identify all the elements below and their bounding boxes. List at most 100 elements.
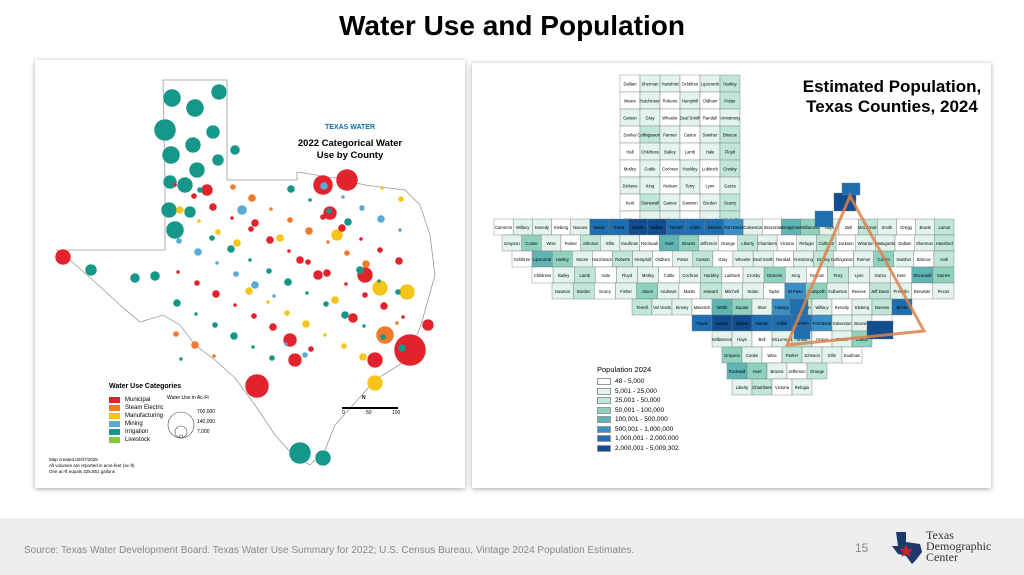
water-use-bubble <box>377 279 381 283</box>
water-use-bubble <box>287 185 295 193</box>
water-use-bubble <box>188 161 206 179</box>
water-use-bubble <box>248 258 252 262</box>
county-label: El Paso <box>788 289 803 294</box>
county-label: Collingsworth <box>831 257 857 262</box>
county-label: King <box>792 273 801 278</box>
county-label: Liberty <box>736 385 749 390</box>
map-note: All volumes are reported in acre-feet (a… <box>49 463 135 468</box>
county-label: Grayson <box>504 241 520 246</box>
water-use-bubble <box>251 313 257 319</box>
county-label: Kaufman <box>621 241 638 246</box>
water-use-bubble <box>287 217 293 223</box>
county-label: Fort Bend <box>724 225 743 230</box>
county-label: Yoakum <box>663 184 678 189</box>
county-label: Gregg <box>900 225 912 230</box>
size-legend-title: Water Use in Ac-Ft <box>167 395 209 401</box>
county-label: Victoria <box>775 385 790 390</box>
county-cell <box>806 362 828 380</box>
water-use-bubble <box>366 374 384 392</box>
county-label: Grayson <box>724 353 740 358</box>
county-label: Wise <box>767 353 777 358</box>
county-label: Fisher <box>620 289 632 294</box>
water-use-bubble <box>380 302 388 310</box>
legend-label: 1,000,001 - 2,000,000 <box>615 435 679 443</box>
county-label: Nueces <box>573 225 587 230</box>
water-use-bubble <box>149 270 161 282</box>
legend-swatch <box>109 413 120 419</box>
water-use-bubble <box>162 88 182 108</box>
county-label: Andrews <box>660 289 676 294</box>
county-label: Dawson <box>682 201 698 206</box>
county-label: Motley <box>642 273 655 278</box>
county-label: Bailey <box>664 150 676 155</box>
county-label: Bell <box>759 337 766 342</box>
county-label: Lamb <box>685 150 696 155</box>
legend-swatch <box>109 437 120 443</box>
population-legend-item: 2,000,001 - 5,009,302 <box>597 444 679 454</box>
county-label: Borden <box>703 201 717 206</box>
county-label: Bell <box>845 225 852 230</box>
population-legend-item: 48 - 5,000 <box>597 377 679 387</box>
legend-label: 5,001 - 25,000 <box>615 387 657 395</box>
legend-label: Manufacturing <box>125 413 164 419</box>
north-arrow: N <box>362 395 366 401</box>
population-legend-item: 1,000,001 - 2,000,000 <box>597 434 679 444</box>
water-use-bubble <box>275 233 285 243</box>
county-label: Smith <box>882 225 893 230</box>
water-use-bubble <box>344 250 350 256</box>
county-label: Lynn <box>855 273 865 278</box>
county-label: Mitchell <box>725 289 739 294</box>
water-use-bubble <box>162 174 178 190</box>
water-use-bubble <box>393 333 427 367</box>
map-note: One ac-ft equals 325,851 gallons <box>49 469 116 474</box>
county-label: Collin <box>690 225 701 230</box>
water-use-bubble <box>359 205 365 211</box>
scale-0: 0 <box>342 410 345 416</box>
county-label: Lamar <box>856 337 868 342</box>
county-cell <box>932 282 955 300</box>
legend-label: 500,001 - 1,000,000 <box>615 425 674 433</box>
county-label: Orange <box>810 369 825 374</box>
water-use-bubble <box>375 325 395 345</box>
county-label: Refugio <box>795 385 810 390</box>
org-line: Texas <box>926 528 954 542</box>
county-label: Hansford <box>936 241 954 246</box>
water-use-bubble <box>338 224 346 232</box>
county-label: Gaines <box>663 201 676 206</box>
county-label: Parmer <box>663 133 677 138</box>
county-label: Briscoe <box>917 257 932 262</box>
legend-item: Manufacturing <box>109 412 181 420</box>
water-use-bubble <box>398 283 416 301</box>
water-use-bubble <box>305 259 311 265</box>
county-label: Ochiltree <box>682 82 699 87</box>
county-label: Wharton <box>858 241 874 246</box>
legend-title: Water Use Categories <box>109 383 182 390</box>
water-use-bubble <box>233 303 237 307</box>
water-use-legend: Water Use Categories Municipal Steam Elec… <box>109 383 181 444</box>
county-label: Cochran <box>682 273 698 278</box>
water-use-bubble <box>191 193 197 199</box>
county-label: Chambers <box>752 385 771 390</box>
county-label: Hunt <box>665 241 675 246</box>
legend-item: Municipal <box>109 396 181 404</box>
county-label: Roberts <box>615 257 630 262</box>
county-label: Cottle <box>645 167 657 172</box>
county-label: Floyd <box>725 150 736 155</box>
population-legend-title: Population 2024 <box>597 365 652 374</box>
county-label: Oldham <box>655 257 670 262</box>
county-label: Cooke <box>746 353 759 358</box>
water-use-bubble <box>395 289 401 295</box>
legend-swatch <box>597 406 611 414</box>
county-label: Castro <box>684 133 697 138</box>
water-use-bubble <box>160 201 178 219</box>
county-label: Gray <box>718 257 728 262</box>
legend-label: Irrigation <box>125 429 149 435</box>
county-label: Dallas <box>736 321 748 326</box>
county-label: Lipscomb <box>701 82 720 87</box>
water-use-bubble <box>288 441 312 465</box>
water-use-bubble <box>341 343 347 349</box>
water-use-bubble <box>380 334 386 340</box>
water-use-bubble <box>290 336 294 340</box>
water-use-bubble <box>210 83 228 101</box>
county-label: Johnson <box>583 241 600 246</box>
